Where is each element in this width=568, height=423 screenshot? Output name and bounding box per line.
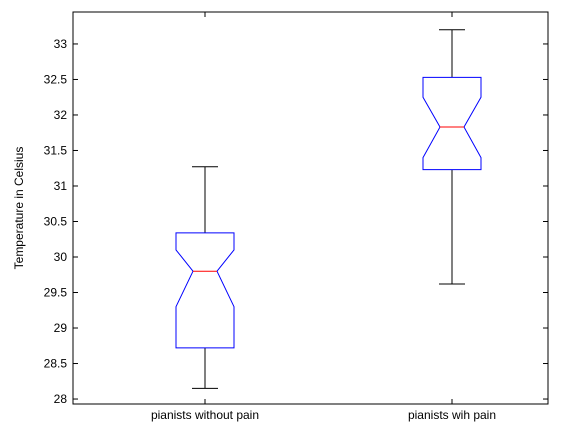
y-tick-label: 30.5 <box>44 214 68 228</box>
y-tick-label: 30 <box>54 250 68 264</box>
box-2 <box>422 29 482 285</box>
y-tick-label: 32 <box>54 108 68 122</box>
y-tick-label: 28 <box>54 392 68 406</box>
y-tick-label: 33 <box>54 37 68 51</box>
y-tick-label: 29.5 <box>44 286 68 300</box>
y-tick-label: 29 <box>54 321 68 335</box>
notched-box <box>422 76 482 171</box>
y-tick-labels: 28 28.5 29 29.5 30 30.5 31 31.5 32 32.5 33 <box>44 37 68 406</box>
x-tick-labels: pianists without pain pianists wih pain <box>151 408 496 422</box>
notched-box <box>175 232 235 349</box>
y-tick-label: 31.5 <box>44 143 68 157</box>
box-1 <box>175 166 235 389</box>
y-tick-label: 28.5 <box>44 357 68 371</box>
y-tick-label: 32.5 <box>44 72 68 86</box>
x-tick-label: pianists without pain <box>151 408 259 422</box>
x-tick-label: pianists wih pain <box>408 408 496 422</box>
y-tick-label: 31 <box>54 179 68 193</box>
boxes <box>175 29 482 389</box>
y-axis-label: Temperature in Celsius <box>12 147 26 270</box>
axis-ticks <box>73 12 548 404</box>
plot-area <box>72 11 549 405</box>
